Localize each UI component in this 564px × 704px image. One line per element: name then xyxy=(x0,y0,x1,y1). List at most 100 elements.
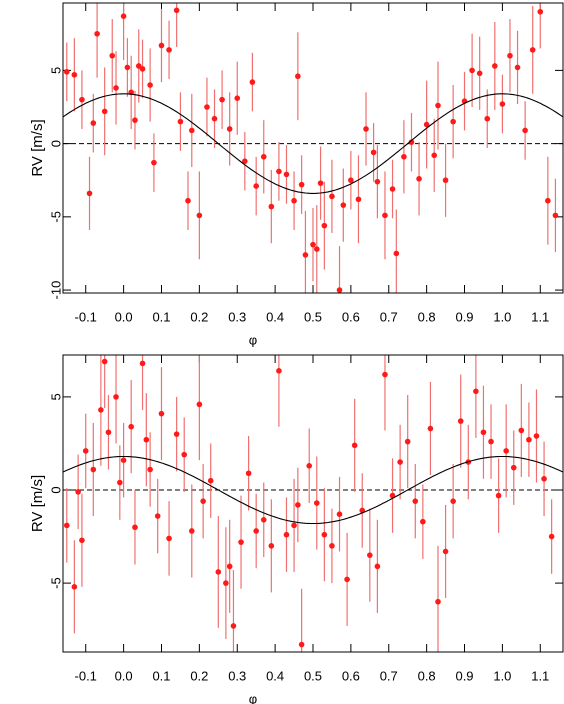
data-point xyxy=(397,459,403,465)
data-point xyxy=(207,477,214,484)
data-point xyxy=(132,524,138,531)
data-point xyxy=(82,448,89,454)
data-point xyxy=(552,212,559,219)
y-tick-label: -10 xyxy=(48,281,63,300)
x-tick-label: 1.0 xyxy=(493,668,511,683)
data-point xyxy=(416,175,422,182)
x-tick-label: -0.1 xyxy=(75,309,97,324)
data-point xyxy=(298,181,305,188)
data-point xyxy=(435,102,441,109)
data-point xyxy=(476,70,483,77)
x-tick-label: 0.3 xyxy=(228,668,246,683)
data-point xyxy=(79,537,85,544)
data-point xyxy=(492,63,498,69)
data-point xyxy=(181,451,188,458)
x-tick-label: 0.2 xyxy=(190,309,208,324)
y-tick-label: -5 xyxy=(48,211,63,223)
data-point xyxy=(442,548,449,555)
data-point xyxy=(321,531,328,538)
data-point xyxy=(548,533,555,540)
plot-frame xyxy=(62,354,564,653)
x-tick-label: 0.4 xyxy=(266,668,284,683)
data-point xyxy=(132,117,138,123)
data-point xyxy=(317,180,324,186)
data-point xyxy=(374,563,381,570)
data-point xyxy=(204,104,210,110)
data-point xyxy=(389,186,396,192)
data-point xyxy=(249,79,256,85)
y-tick-label: -5 xyxy=(48,577,63,589)
data-point xyxy=(71,71,78,78)
data-point xyxy=(173,7,180,14)
y-tick-label: 0 xyxy=(48,486,63,493)
data-point xyxy=(526,436,532,443)
data-point xyxy=(503,448,509,454)
x-tick-label: 0.4 xyxy=(266,309,284,324)
data-point xyxy=(260,516,267,523)
data-point xyxy=(382,212,388,219)
data-point xyxy=(374,178,381,185)
data-point xyxy=(336,511,343,518)
data-point xyxy=(298,641,305,648)
data-point xyxy=(188,528,195,534)
data-point xyxy=(143,436,150,443)
data-point xyxy=(223,580,229,586)
x-tick-label: 0.6 xyxy=(342,668,360,683)
data-point xyxy=(242,158,248,164)
data-point xyxy=(196,401,203,408)
data-point xyxy=(295,502,301,508)
data-point xyxy=(173,431,180,437)
data-point xyxy=(253,183,259,189)
data-point xyxy=(128,423,134,430)
x-tick-label: 0.0 xyxy=(115,309,133,324)
data-point xyxy=(408,139,415,145)
data-point xyxy=(139,66,146,72)
data-point xyxy=(435,598,441,605)
data-point xyxy=(71,584,78,590)
data-point xyxy=(427,425,434,432)
data-point xyxy=(245,470,252,477)
data-point xyxy=(268,203,275,210)
data-point xyxy=(139,360,146,367)
x-tick-label: 1.0 xyxy=(493,309,511,324)
x-tick-label: 0.2 xyxy=(190,668,208,683)
data-point xyxy=(94,30,100,37)
data-point xyxy=(310,241,316,248)
data-point xyxy=(283,171,290,178)
data-point xyxy=(238,539,244,545)
data-point xyxy=(90,466,97,473)
data-point xyxy=(355,196,362,203)
data-point xyxy=(291,522,297,529)
data-point xyxy=(313,246,320,252)
data-point xyxy=(63,69,70,75)
data-point xyxy=(276,368,282,374)
data-point xyxy=(113,394,119,400)
data-point xyxy=(473,388,479,395)
x-tick-label: 1.1 xyxy=(531,668,549,683)
data-point xyxy=(188,127,195,134)
data-point xyxy=(363,126,369,132)
x-tick-label: 0.9 xyxy=(455,668,473,683)
x-tick-label: 0.1 xyxy=(152,309,170,324)
data-point xyxy=(469,67,475,74)
data-point xyxy=(177,118,184,125)
data-point xyxy=(101,108,108,115)
data-point xyxy=(234,95,241,102)
data-point xyxy=(393,250,400,257)
data-point xyxy=(484,115,491,122)
data-point xyxy=(124,64,131,71)
x-tick-label: 0.5 xyxy=(304,309,322,324)
data-point xyxy=(367,552,373,558)
data-point xyxy=(420,518,426,525)
data-point xyxy=(423,121,430,128)
data-point xyxy=(351,442,358,449)
x-tick-label: 0.6 xyxy=(342,309,360,324)
data-point xyxy=(147,466,153,473)
data-point xyxy=(260,153,267,160)
data-point xyxy=(348,177,354,184)
data-point xyxy=(412,498,419,504)
data-point xyxy=(401,153,407,160)
data-point xyxy=(537,8,544,15)
data-point xyxy=(507,52,513,59)
